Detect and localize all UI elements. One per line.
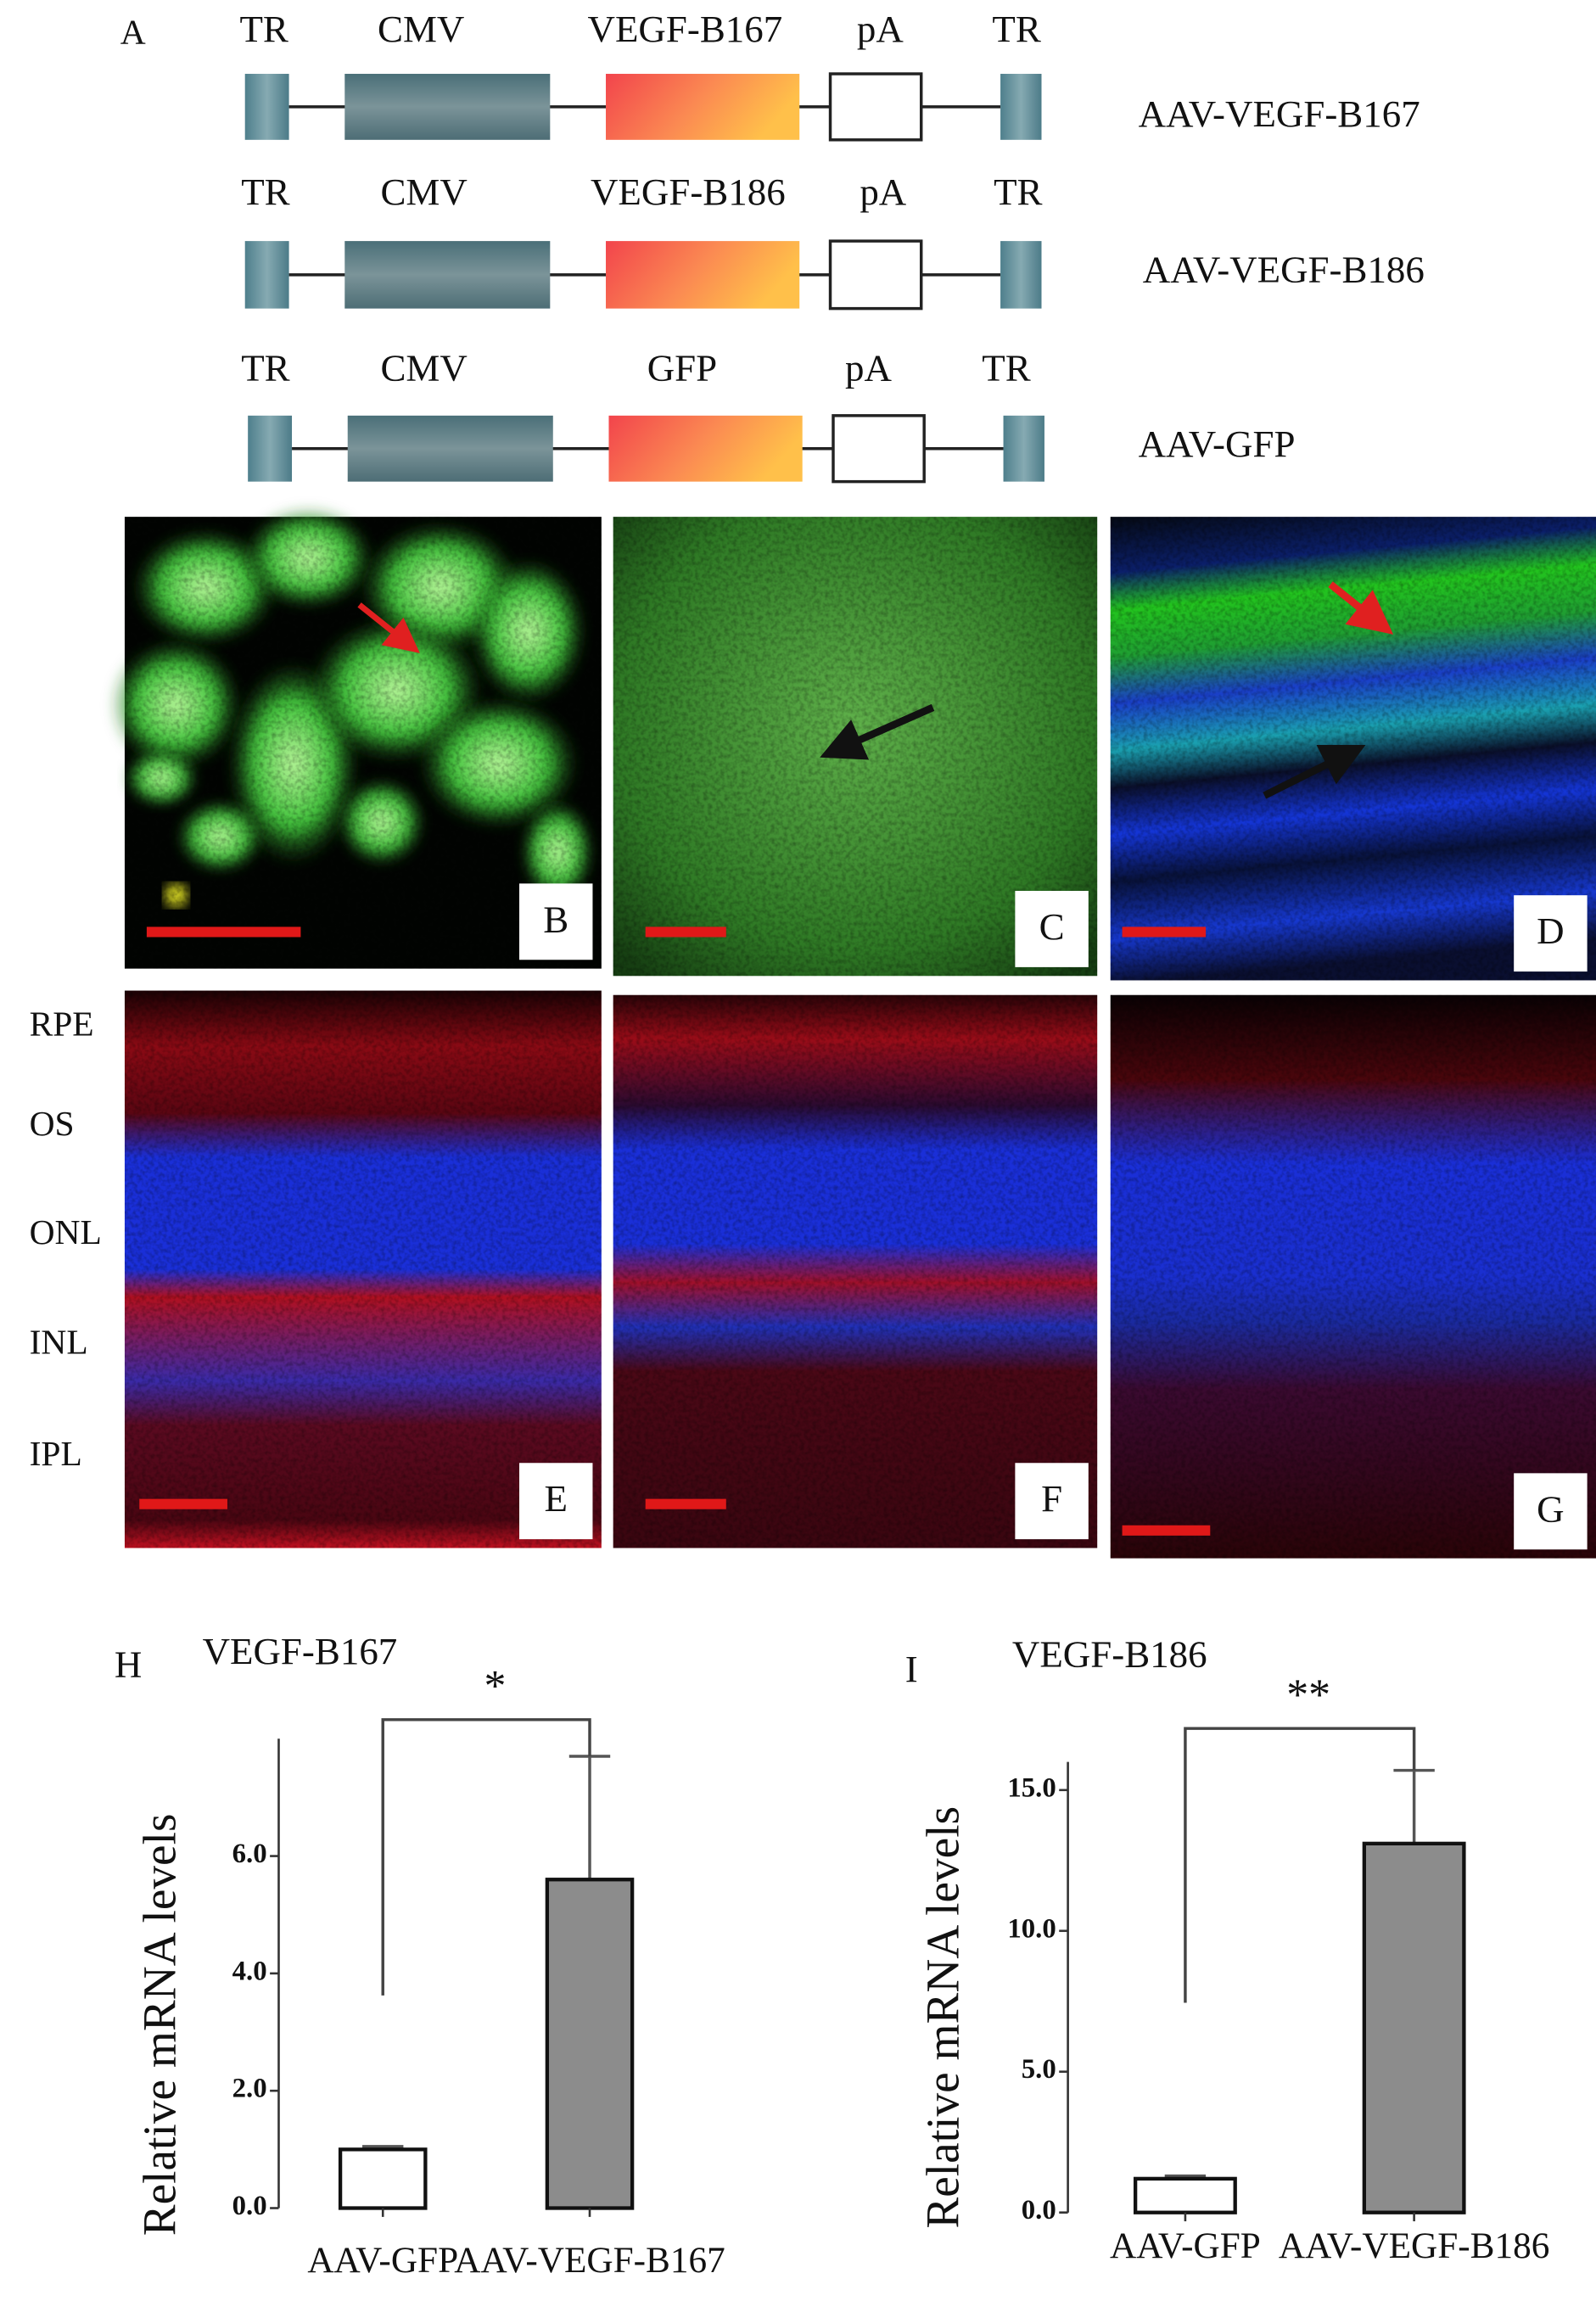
x-tick-label: AAV-GFP [307, 2240, 458, 2281]
panel-label-box [1015, 1463, 1089, 1540]
y-tick-label: 0.0 [1022, 2195, 1056, 2225]
layer-label: RPE [30, 1004, 94, 1043]
construct-element [606, 241, 800, 309]
panel-letter: F [1041, 1477, 1062, 1520]
construct-element [1003, 415, 1044, 482]
construct-element [244, 241, 289, 309]
layer-label: IPL [30, 1434, 82, 1473]
element-label: pA [857, 8, 904, 50]
panel-label-box [1514, 1473, 1588, 1550]
significance-bracket [1184, 1727, 1416, 2003]
construct-element [344, 74, 551, 140]
significance-bracket [381, 1718, 591, 1996]
chart-title: VEGF-B186 [1012, 1632, 1207, 1675]
element-label: CMV [380, 171, 467, 213]
micrograph: B [109, 507, 602, 969]
construct-element [608, 415, 803, 482]
x-tick-label: AAV-VEGF-B186 [1279, 2225, 1549, 2266]
y-tick-label: 15.0 [1007, 1772, 1056, 1803]
y-tick-label: 0.0 [232, 2191, 267, 2221]
element-label: VEGF-B186 [591, 171, 786, 213]
construct-element [1000, 241, 1042, 309]
element-label: CMV [380, 346, 467, 389]
panel-label-box [1015, 890, 1089, 967]
texture [613, 994, 1098, 1548]
panel-letter: H [115, 1643, 142, 1686]
panel-letter: E [545, 1477, 568, 1520]
construct-name: AAV-VEGF-B186 [1143, 248, 1425, 290]
micrograph: G [1110, 994, 1596, 1559]
y-axis-label: Relative mRNA levels [917, 1806, 969, 2229]
x-tick-label: AAV-GFP [1110, 2225, 1261, 2266]
construct-name: AAV-GFP [1139, 423, 1296, 465]
element-label: CMV [378, 8, 464, 50]
micrograph: D [1110, 517, 1596, 981]
element-label: VEGF-B167 [588, 8, 783, 50]
arrow [357, 602, 420, 653]
significance-label: ** [1286, 1671, 1330, 1720]
texture [124, 990, 602, 1548]
x-tick-label: AAV-VEGF-B167 [454, 2240, 725, 2281]
element-label: TR [994, 171, 1042, 213]
arrow [1263, 745, 1366, 799]
construct-element [344, 241, 551, 309]
element-label: TR [982, 346, 1030, 389]
panel-label-box [1514, 895, 1588, 972]
panel-label-box [519, 883, 593, 960]
panel-letter: I [905, 1648, 918, 1690]
y-tick-label: 2.0 [232, 2074, 267, 2104]
construct-element [347, 415, 553, 482]
y-tick-label: 4.0 [232, 1956, 267, 1986]
element-label: TR [239, 8, 288, 50]
construct-element [244, 74, 289, 140]
bar [1133, 2176, 1237, 2214]
element-label: TR [241, 171, 289, 213]
element-label: GFP [647, 346, 717, 389]
element-label: pA [860, 171, 906, 213]
construct-name: AAV-VEGF-B167 [1139, 92, 1420, 135]
panel-label-box [519, 1463, 593, 1540]
construct-element [828, 239, 923, 311]
y-axis-label: Relative mRNA levels [133, 1814, 185, 2237]
y-tick-label: 6.0 [232, 1839, 267, 1869]
arrow [1328, 581, 1394, 635]
bar [338, 2147, 428, 2210]
texture [1110, 994, 1596, 1559]
panel-letter: G [1537, 1487, 1564, 1530]
panel-letter: D [1537, 910, 1564, 952]
element-label: pA [845, 346, 892, 389]
arrow [820, 703, 935, 760]
construct-element [248, 415, 293, 482]
micrograph: C [613, 517, 1098, 977]
micrograph: F [613, 994, 1098, 1548]
y-tick-label: 5.0 [1022, 2054, 1056, 2085]
bar [1362, 1841, 1466, 2214]
construct-element [832, 414, 926, 484]
layer-label: ONL [30, 1212, 102, 1251]
panel-letter: B [543, 898, 568, 940]
panel-letter: A [120, 13, 146, 52]
element-label: TR [241, 346, 289, 389]
element-label: TR [992, 8, 1040, 50]
layer-label: OS [30, 1104, 75, 1143]
construct-element [1000, 74, 1042, 140]
panel-letter: C [1039, 905, 1065, 948]
chart-title: VEGF-B167 [203, 1630, 398, 1672]
y-tick-label: 10.0 [1007, 1913, 1056, 1944]
significance-label: * [484, 1662, 507, 1710]
layer-label: INL [30, 1322, 88, 1361]
bar [545, 1878, 635, 2210]
construct-element [828, 72, 923, 142]
micrograph: E [124, 990, 602, 1548]
construct-element [606, 74, 800, 140]
